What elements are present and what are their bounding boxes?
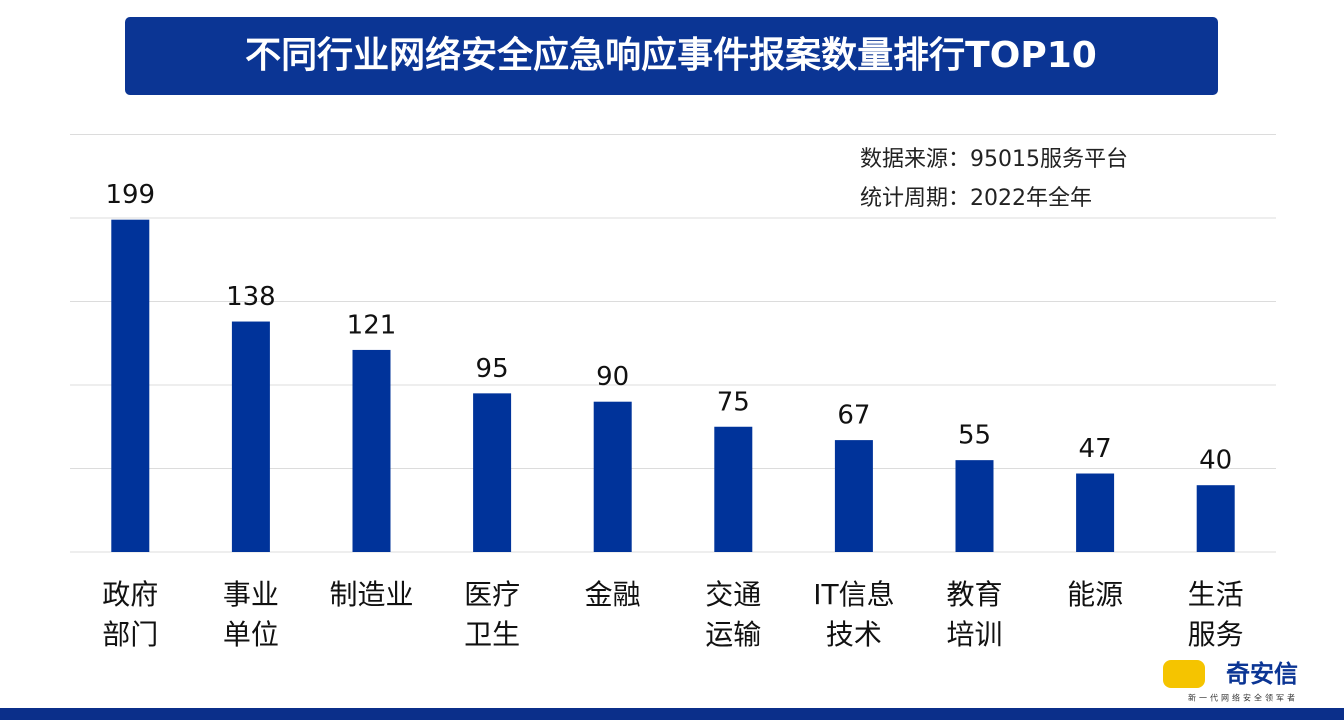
x-tick-label: IT信息 技术 — [813, 578, 895, 651]
logo-tagline: 新一代网络安全领军者 — [1188, 693, 1298, 703]
value-label: 40 — [1199, 446, 1232, 476]
x-tick-label: 事业 单位 — [222, 578, 279, 651]
x-tick-label: 教育 培训 — [946, 578, 1003, 651]
value-label: 95 — [476, 354, 509, 384]
bar — [593, 401, 632, 552]
bar — [714, 426, 753, 552]
value-label: 55 — [958, 421, 991, 451]
x-tick-label: 金融 — [584, 578, 641, 611]
logo-icon — [1163, 660, 1205, 688]
value-label: 75 — [717, 387, 750, 417]
value-label: 47 — [1079, 434, 1112, 464]
x-tick-label: 能源 — [1067, 578, 1124, 611]
x-tick-label: 医疗 卫生 — [464, 578, 521, 651]
bar — [231, 321, 270, 552]
x-tick-label: 交通 运输 — [705, 578, 762, 651]
value-label: 67 — [837, 401, 870, 431]
value-label: 121 — [347, 310, 397, 340]
bar — [1076, 473, 1115, 552]
bar — [111, 219, 150, 553]
footer-bar — [0, 708, 1344, 720]
logo-name: 奇安信 — [1226, 660, 1298, 688]
x-tick-label: 政府 部门 — [102, 578, 159, 651]
bar — [834, 440, 873, 552]
title-box — [125, 17, 1218, 95]
x-tick-label: 生活 服务 — [1187, 578, 1244, 651]
bar — [352, 349, 391, 552]
annotation: 统计周期：2022年全年 — [860, 186, 1092, 211]
x-tick-label: 制造业 — [329, 578, 414, 611]
value-label: 138 — [226, 282, 276, 312]
annotation: 数据来源：95015服务平台 — [860, 147, 1128, 172]
value-label: 199 — [105, 180, 155, 210]
bar — [955, 460, 994, 552]
bar — [1196, 485, 1235, 552]
value-label: 90 — [596, 362, 629, 392]
chart-title: 不同行业网络安全应急响应事件报案数量排行TOP10 — [245, 34, 1097, 76]
bar — [473, 393, 512, 552]
